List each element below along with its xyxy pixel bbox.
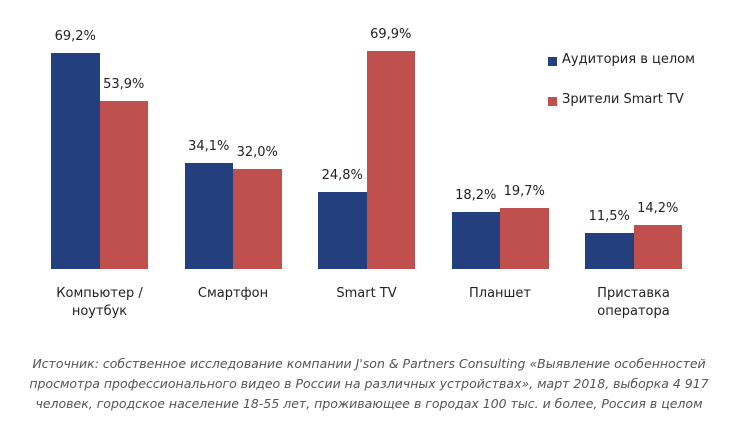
value-label: 11,5%: [588, 209, 630, 225]
bar: [500, 207, 549, 269]
value-label: 19,7%: [503, 183, 545, 199]
value-label: 18,2%: [455, 188, 497, 204]
category-label: Смартфон: [197, 286, 269, 301]
bar: [233, 169, 282, 269]
source-note: Источник: собственное исследование компа…: [29, 356, 709, 411]
value-label: 34,1%: [188, 138, 230, 154]
bar: [451, 212, 500, 269]
value-label: 14,2%: [637, 200, 679, 216]
value-label: 32,0%: [236, 145, 278, 161]
category-label: Приставка оператора: [597, 286, 670, 319]
bar: [318, 191, 367, 269]
bar: [633, 224, 682, 269]
legend-swatch: [548, 57, 557, 66]
value-label: 69,2%: [54, 29, 96, 45]
category-label: Планшет: [468, 286, 532, 301]
legend-label: Аудитория в целом: [562, 52, 695, 67]
bar: [99, 100, 148, 269]
bar: [51, 53, 100, 269]
bar: [585, 233, 634, 269]
value-label: 24,8%: [321, 167, 363, 183]
legend-label: Зрители Smart TV: [562, 92, 684, 107]
legend-swatch: [548, 97, 557, 106]
value-label: 53,9%: [103, 76, 145, 92]
category-label: Компьютер / ноутбук: [56, 286, 143, 319]
bar: [184, 162, 233, 269]
category-label: Smart TV: [336, 286, 397, 301]
bar: [366, 50, 415, 269]
value-label: 69,9%: [370, 26, 412, 42]
